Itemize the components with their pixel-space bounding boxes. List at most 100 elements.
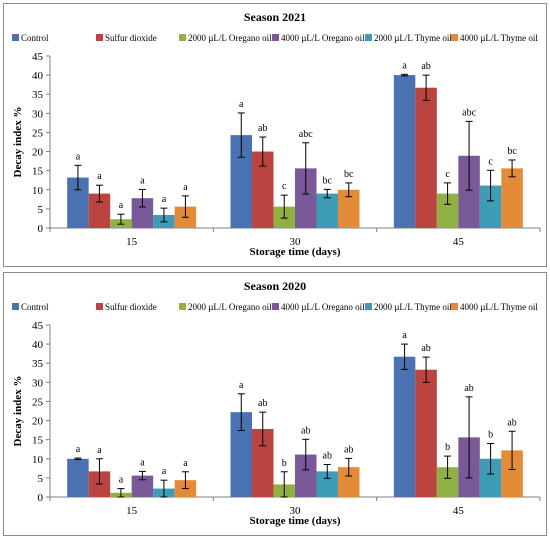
x-axis-title: Storage time (days) bbox=[249, 246, 340, 258]
legend-swatch bbox=[179, 34, 186, 41]
y-tick-label: 25 bbox=[32, 396, 44, 408]
legend-label: Control bbox=[21, 33, 49, 43]
legend-label: 2000 µL/L Oregano oil bbox=[188, 33, 272, 43]
significance-letter: ab bbox=[323, 451, 332, 462]
legend-swatch bbox=[365, 303, 372, 310]
bar-chart-svg: Season 2021 Control Sulfur dioxide 2000 µL/… bbox=[12, 10, 541, 258]
legend-swatch bbox=[365, 34, 372, 41]
significance-letter: ab bbox=[421, 343, 430, 354]
y-tick-label: 10 bbox=[32, 454, 44, 466]
bar bbox=[252, 151, 274, 228]
legend-swatch bbox=[179, 303, 186, 310]
legend-swatch bbox=[12, 303, 19, 310]
significance-letter: ab bbox=[301, 425, 310, 436]
bar bbox=[316, 193, 338, 228]
significance-letter: a bbox=[162, 466, 167, 477]
bar bbox=[230, 135, 252, 228]
legend-swatch bbox=[96, 303, 103, 310]
bar bbox=[338, 467, 360, 497]
x-tick-label: 30 bbox=[290, 505, 302, 517]
bar-chart-svg: Season 2020 Control Sulfur dioxide 2000 µL/… bbox=[12, 279, 541, 527]
legend-label: Sulfur dioxide bbox=[105, 302, 157, 312]
x-tick-label: 45 bbox=[453, 236, 465, 248]
significance-letter: a bbox=[239, 99, 244, 110]
significance-letter: a bbox=[119, 475, 124, 486]
significance-letter: a bbox=[76, 444, 81, 455]
bar bbox=[436, 467, 459, 497]
legend-label: Control bbox=[21, 302, 49, 312]
bar bbox=[501, 168, 523, 228]
y-tick-label: 20 bbox=[32, 416, 44, 428]
significance-letter: c bbox=[488, 156, 493, 167]
bar bbox=[295, 168, 317, 228]
y-tick-label: 30 bbox=[32, 377, 44, 389]
significance-letter: bc bbox=[323, 175, 333, 186]
bar bbox=[479, 458, 502, 497]
bar bbox=[415, 87, 437, 228]
significance-letter: b bbox=[488, 429, 493, 440]
legend-label: Sulfur dioxide bbox=[105, 33, 157, 43]
significance-letter: a bbox=[119, 200, 124, 211]
bar bbox=[316, 471, 338, 497]
y-tick-label: 45 bbox=[32, 51, 44, 63]
bar bbox=[393, 356, 416, 497]
y-tick-label: 15 bbox=[32, 166, 44, 178]
x-tick-label: 15 bbox=[126, 236, 138, 248]
y-tick-label: 40 bbox=[32, 339, 44, 351]
y-axis-title: Decay index % bbox=[12, 376, 24, 447]
bar bbox=[252, 428, 274, 497]
x-tick-label: 15 bbox=[126, 505, 138, 517]
significance-letter: ab bbox=[258, 398, 267, 409]
x-axis-title: Storage time (days) bbox=[249, 515, 340, 527]
legend-swatch bbox=[96, 34, 103, 41]
significance-letter: a bbox=[97, 171, 102, 182]
bar bbox=[67, 177, 89, 228]
bar bbox=[415, 369, 437, 497]
significance-letter: ab bbox=[507, 417, 516, 428]
legend-swatch bbox=[451, 34, 458, 41]
bar bbox=[436, 193, 459, 228]
significance-letter: ab bbox=[464, 383, 473, 394]
y-tick-label: 5 bbox=[38, 204, 44, 216]
y-tick-label: 0 bbox=[38, 223, 44, 235]
significance-letter: a bbox=[162, 194, 167, 205]
legend-label: 2000 µL/L Thyme oil bbox=[374, 33, 452, 43]
significance-letter: abc bbox=[462, 107, 476, 118]
y-tick-label: 20 bbox=[32, 147, 44, 159]
significance-letter: c bbox=[282, 181, 287, 192]
significance-letter: a bbox=[76, 151, 81, 162]
significance-letter: c bbox=[445, 169, 450, 180]
chart-panel-season-2020: Season 2020 Control Sulfur dioxide 2000 µL/… bbox=[3, 272, 547, 536]
bar bbox=[338, 189, 360, 228]
y-tick-label: 35 bbox=[32, 358, 44, 370]
bar bbox=[230, 412, 252, 497]
bar bbox=[131, 198, 154, 228]
legend-label: 4000 µL/L Thyme oil bbox=[460, 302, 538, 312]
y-tick-label: 40 bbox=[32, 70, 44, 82]
significance-letter: ab bbox=[344, 444, 353, 455]
y-tick-label: 25 bbox=[32, 127, 44, 139]
y-axis-title: Decay index % bbox=[12, 107, 24, 178]
y-tick-label: 10 bbox=[32, 185, 44, 197]
significance-letter: a bbox=[97, 445, 102, 456]
chart-title: Season 2021 bbox=[244, 10, 306, 24]
y-tick-label: 5 bbox=[38, 473, 44, 485]
bar bbox=[131, 475, 154, 497]
significance-letter: abc bbox=[299, 129, 313, 140]
legend-label: 4000 µL/L Oregano oil bbox=[281, 302, 365, 312]
x-tick-label: 45 bbox=[453, 505, 465, 517]
significance-letter: a bbox=[140, 457, 145, 468]
legend-label: 4000 µL/L Oregano oil bbox=[281, 33, 365, 43]
y-tick-label: 35 bbox=[32, 89, 44, 101]
significance-letter: a bbox=[140, 175, 145, 186]
significance-letter: bc bbox=[507, 146, 517, 157]
significance-letter: ab bbox=[421, 61, 430, 72]
chart-panel-season-2021: Season 2021 Control Sulfur dioxide 2000 µL/… bbox=[3, 3, 547, 267]
legend-swatch bbox=[272, 303, 279, 310]
bar bbox=[67, 458, 89, 497]
bar bbox=[88, 193, 111, 228]
bar bbox=[393, 75, 416, 228]
significance-letter: b bbox=[445, 442, 450, 453]
significance-letter: bc bbox=[344, 169, 354, 180]
y-tick-label: 0 bbox=[38, 492, 44, 504]
